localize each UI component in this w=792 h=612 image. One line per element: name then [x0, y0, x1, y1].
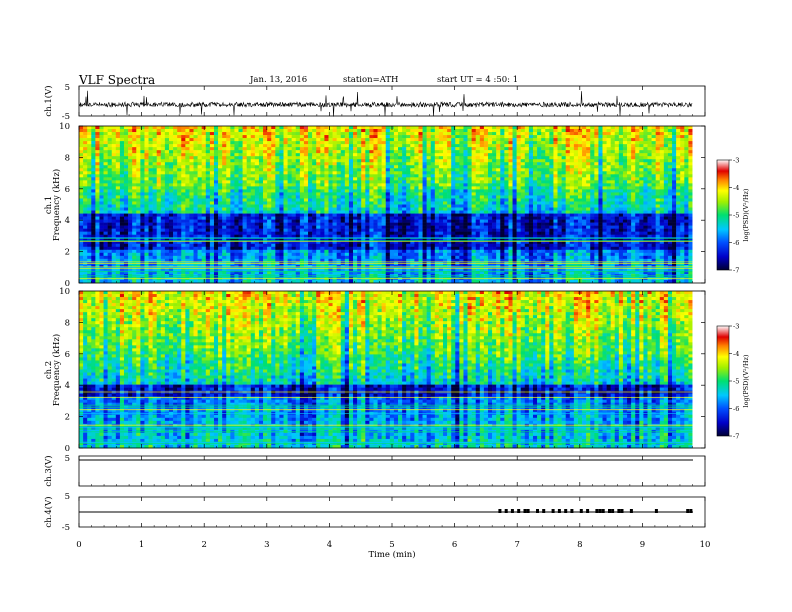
colorbar-tick-label: -4	[733, 184, 739, 192]
ch4-pulse	[536, 509, 539, 513]
colorbar-tick-label: -6	[733, 405, 739, 413]
time-axis-label: Time (min)	[368, 549, 415, 560]
ch4-pulse	[598, 509, 602, 513]
x-tick-label: 5	[389, 540, 394, 550]
ch4-pulse	[629, 509, 633, 513]
ch4-pulse	[620, 509, 624, 513]
x-tick-label: 6	[452, 540, 457, 550]
ch1-waveform-panel: 5 -5 ch.1(V)	[43, 83, 706, 122]
ch1-waveform-line	[78, 90, 693, 117]
x-tick-label: 8	[577, 540, 582, 550]
ch3-waveform-frame	[78, 455, 706, 487]
ch3-waveform-panel: 5 ch.3(V)	[43, 454, 706, 487]
ch4-pulse	[595, 509, 599, 513]
ch4-waveform-panel: 5 -5 ch.4(V)	[43, 492, 706, 533]
ch4-pulse	[608, 509, 611, 513]
ch4-pulse	[551, 509, 555, 513]
y-tick-label: 8	[65, 153, 70, 163]
ch1-waveform-ylabel: ch.1(V)	[43, 85, 54, 116]
colorbar-tick-label: -4	[733, 350, 739, 358]
ch4-pulse	[523, 509, 527, 513]
x-tick-label: 10	[700, 540, 711, 550]
ch4-pulse	[586, 509, 590, 513]
y-tick-label: 4	[65, 381, 70, 391]
ch4-pulse	[601, 509, 605, 513]
ch4-ytick-bottom: -5	[62, 523, 70, 533]
ch1-colorbar	[716, 159, 730, 271]
ch1-colorbar-label: log(PSD)(V²/Hz)	[742, 188, 750, 241]
ch2-colorbar	[716, 325, 730, 437]
ch2-colorbar-label: log(PSD)(V²/Hz)	[742, 354, 750, 407]
y-tick-label: 6	[65, 350, 70, 360]
colorbar-tick-label: -7	[733, 433, 739, 441]
ch4-pulse	[689, 509, 693, 513]
ch4-pulse	[564, 509, 568, 513]
ch1-waveform-frame	[78, 85, 706, 117]
colorbar-tick-label: -3	[733, 157, 739, 165]
ch4-pulse	[510, 509, 514, 513]
ch4-waveform-ylabel: ch.4(V)	[43, 496, 54, 527]
ch3-ytick-top: 5	[65, 454, 70, 464]
colorbar-tick-label: -5	[733, 378, 739, 386]
x-tick-label: 9	[640, 540, 645, 550]
x-tick-label: 7	[514, 540, 519, 550]
ch1-frequency-ylabel: Frequency (kHz)	[51, 169, 62, 241]
ch4-pulse	[498, 509, 502, 513]
ch4-pulse	[579, 509, 583, 513]
ch4-pulse	[617, 509, 621, 513]
figure-title: VLF Spectra	[78, 73, 155, 87]
date-label: Jan. 13, 2016	[249, 75, 307, 85]
ch2-frequency-ylabel: Frequency (kHz)	[51, 334, 62, 406]
start-time-label: start UT = 4 :50: 1	[437, 75, 518, 85]
y-tick-label: 10	[59, 122, 70, 132]
colorbar-tick-label: -6	[733, 239, 739, 247]
ch1-spectrogram-image	[79, 126, 705, 284]
ch3-waveform-ylabel: ch.3(V)	[43, 455, 54, 486]
ch4-pulse	[611, 509, 615, 513]
ch4-ytick-top: 5	[65, 492, 70, 502]
ch4-pulse	[526, 509, 530, 513]
colorbar-tick-label: -5	[733, 212, 739, 220]
ch1-channel-label: ch.1	[44, 196, 54, 214]
colorbar-tick-label: -3	[733, 323, 739, 331]
ch4-pulse	[686, 509, 690, 513]
y-tick-label: 0	[65, 279, 70, 289]
y-tick-label: 4	[65, 216, 70, 226]
ch4-pulse	[570, 509, 574, 513]
ch2-spectrogram-image	[79, 291, 705, 449]
y-tick-label: 10	[59, 287, 70, 297]
y-tick-label: 2	[65, 248, 70, 258]
ch4-pulse	[504, 509, 508, 513]
x-tick-label: 1	[139, 540, 144, 550]
ch4-pulse	[517, 509, 521, 513]
ch1-ytick-bottom: -5	[62, 112, 70, 122]
x-tick-label: 0	[76, 540, 81, 550]
x-tick-label: 3	[264, 540, 269, 550]
y-tick-label: 2	[65, 413, 70, 423]
colorbar-tick-label: -7	[733, 267, 739, 275]
ch4-pulse	[654, 509, 658, 513]
ch4-pulse	[542, 509, 546, 513]
y-tick-label: 8	[65, 318, 70, 328]
x-tick-label: 2	[201, 540, 206, 550]
station-label: station=ATH	[343, 75, 398, 85]
ch1-ytick-top: 5	[65, 83, 70, 93]
y-tick-label: 6	[65, 185, 70, 195]
y-tick-label: 0	[65, 444, 70, 454]
x-tick-label: 4	[327, 540, 332, 550]
ch2-channel-label: ch.2	[44, 361, 54, 379]
ch4-pulse	[557, 509, 561, 513]
